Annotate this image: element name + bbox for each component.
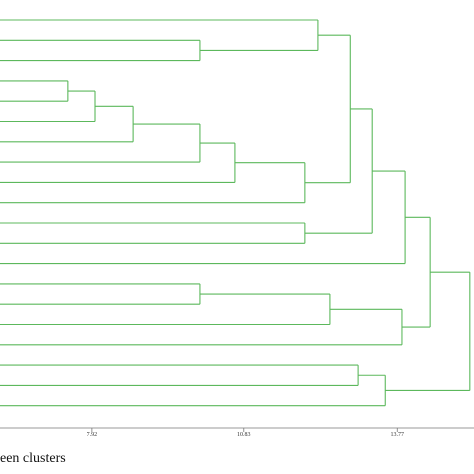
x-tick-label: 13.77 — [391, 432, 405, 438]
x-tick-label: 10.83 — [237, 432, 251, 438]
x-tick-label: 7.92 — [87, 432, 98, 438]
axis-title: een clusters — [0, 451, 66, 466]
